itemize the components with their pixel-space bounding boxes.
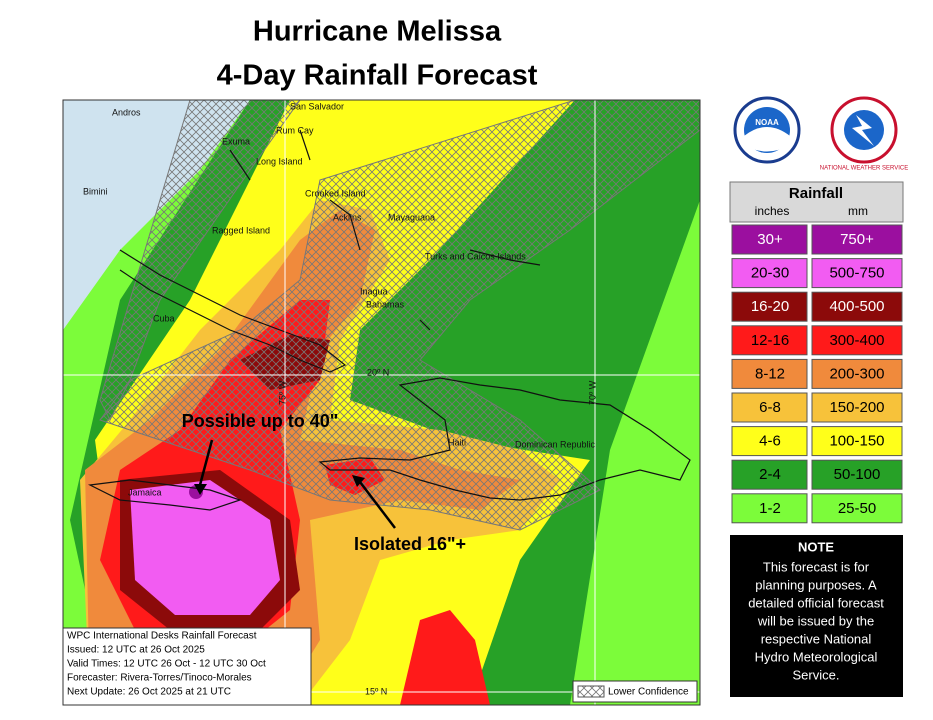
annotations: Possible up to 40" Isolated 16"+ — [182, 411, 466, 554]
place: Turks and Caicos Islands — [425, 251, 526, 261]
grid-label: 20º N — [367, 367, 389, 377]
legend-inches: 4-6 — [759, 433, 781, 450]
note-title: NOTE — [798, 539, 834, 554]
map — [63, 100, 700, 705]
place: Cuba — [153, 313, 175, 323]
place-labels: Andros San Salvador Rum Cay Exuma Long I… — [83, 101, 597, 696]
legend-swatch — [811, 459, 903, 490]
place: San Salvador — [290, 101, 344, 111]
logo-text: NATIONAL WEATHER SERVICE — [820, 166, 908, 172]
legend-swatch — [731, 291, 808, 322]
hatch-label: Lower Confidence — [608, 687, 689, 698]
place: Acklins — [333, 212, 362, 222]
legend-mm: 50-100 — [834, 466, 881, 483]
legend-swatch — [731, 493, 808, 524]
place: Rum Cay — [276, 125, 314, 135]
place: Jamaica — [128, 487, 162, 497]
legend-mm: 300-400 — [829, 332, 884, 349]
legend-inches: 12-16 — [751, 332, 789, 349]
title: 4-Day Rainfall Forecast — [217, 60, 538, 92]
grid-label: 75º W — [277, 380, 287, 405]
legend-swatch — [811, 493, 903, 524]
legend-swatch — [731, 258, 808, 289]
info-line: WPC International Desks Rainfall Forecas… — [67, 631, 257, 642]
legend-swatch — [811, 291, 903, 322]
legend-swatch — [811, 258, 903, 289]
note-line: respective National — [761, 631, 872, 646]
legend-title: Rainfall — [789, 185, 843, 202]
place: Haiti — [448, 437, 466, 447]
note-line: detailed official forecast — [748, 595, 884, 610]
legend-swatch — [811, 224, 903, 255]
map-frame — [62, 99, 701, 706]
legend-swatch — [731, 459, 808, 490]
legend-swatch — [731, 325, 808, 356]
place: Exuma — [222, 136, 250, 146]
legend-inches: 6-8 — [759, 399, 781, 416]
legend-inches: 1-2 — [759, 500, 781, 517]
legend-swatch — [731, 358, 808, 389]
hatch-key: Lower Confidence — [572, 680, 698, 703]
info-line: Valid Times: 12 UTC 26 Oct - 12 UTC 30 O… — [67, 659, 266, 670]
annotation: Isolated 16"+ — [354, 534, 466, 554]
legend-unit: inches — [755, 204, 790, 218]
grid-label: 70º W — [587, 380, 597, 405]
legend: Rainfall inches mm 30+ 750+ 20-30 500-750 16… — [729, 181, 904, 524]
logo-text: NOAA — [755, 118, 779, 127]
legend-mm: 400-500 — [829, 298, 884, 315]
legend-inches: 16-20 — [751, 298, 789, 315]
place: Andros — [112, 107, 141, 117]
legend-unit: mm — [848, 204, 868, 218]
legend-mm: 100-150 — [829, 433, 884, 450]
legend-swatch — [731, 426, 808, 457]
legend-swatch — [731, 392, 808, 423]
legend-mm: 500-750 — [829, 265, 884, 282]
place: Dominican Republic — [515, 439, 596, 449]
place: Bahamas — [366, 299, 405, 309]
legend-swatch — [811, 358, 903, 389]
legend-swatch — [811, 325, 903, 356]
place: Bimini — [83, 186, 108, 196]
note-line: will be issued by the — [757, 613, 874, 628]
info-line: Forecaster: Rivera-Torres/Tinoco-Morales — [67, 673, 252, 684]
info-line: Issued: 12 UTC at 26 Oct 2025 — [67, 645, 205, 656]
note-line: planning purposes. A — [755, 577, 877, 592]
logos: NOAA NATIONAL WEATHER SERVICE — [733, 96, 908, 172]
place: Ragged Island — [212, 225, 270, 235]
place: Inagua — [360, 286, 388, 296]
annotation: Possible up to 40" — [182, 411, 339, 431]
legend-swatch — [731, 224, 808, 255]
legend-inches: 20-30 — [751, 265, 789, 282]
note-line: Service. — [793, 667, 840, 682]
place: Mayaguana — [388, 212, 435, 222]
legend-mm: 200-300 — [829, 365, 884, 382]
place: Long Island — [256, 156, 303, 166]
legend-inches: 8-12 — [755, 365, 785, 382]
grid-label: 15º N — [365, 686, 387, 696]
legend-mm: 750+ — [840, 231, 874, 248]
legend-inches: 2-4 — [759, 466, 781, 483]
note-line: This forecast is for — [763, 559, 870, 574]
info-line: Next Update: 26 Oct 2025 at 21 UTC — [67, 687, 231, 698]
title: Hurricane Melissa — [253, 16, 502, 48]
legend-swatch — [811, 392, 903, 423]
place: Crooked Island — [305, 188, 366, 198]
legend-mm: 150-200 — [829, 399, 884, 416]
legend-mm: 25-50 — [838, 500, 876, 517]
note: NOTE This forecast is for planning purpos… — [730, 535, 903, 697]
legend-swatch — [811, 426, 903, 457]
info-box: WPC International Desks Rainfall Forecas… — [62, 627, 312, 706]
legend-inches: 30+ — [757, 231, 783, 248]
note-line: Hydro Meteorological — [755, 649, 878, 664]
